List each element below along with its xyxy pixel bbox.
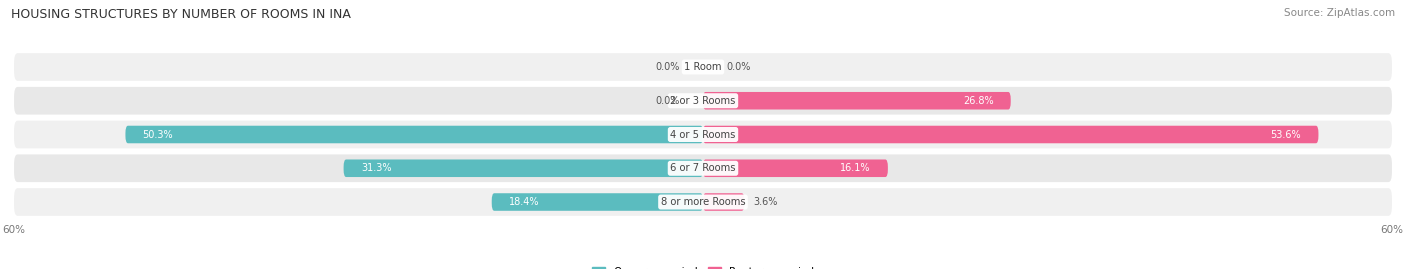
FancyBboxPatch shape xyxy=(492,193,703,211)
Text: 2 or 3 Rooms: 2 or 3 Rooms xyxy=(671,96,735,106)
FancyBboxPatch shape xyxy=(14,154,1392,182)
Text: 0.0%: 0.0% xyxy=(725,62,751,72)
FancyBboxPatch shape xyxy=(14,87,1392,115)
FancyBboxPatch shape xyxy=(703,160,887,177)
FancyBboxPatch shape xyxy=(125,126,703,143)
FancyBboxPatch shape xyxy=(703,193,744,211)
Text: HOUSING STRUCTURES BY NUMBER OF ROOMS IN INA: HOUSING STRUCTURES BY NUMBER OF ROOMS IN… xyxy=(11,8,352,21)
FancyBboxPatch shape xyxy=(14,188,1392,216)
Text: 53.6%: 53.6% xyxy=(1271,129,1301,140)
Text: 1 Room: 1 Room xyxy=(685,62,721,72)
Text: 26.8%: 26.8% xyxy=(963,96,994,106)
Text: 4 or 5 Rooms: 4 or 5 Rooms xyxy=(671,129,735,140)
Text: 18.4%: 18.4% xyxy=(509,197,540,207)
Text: 0.0%: 0.0% xyxy=(655,96,681,106)
Text: 3.6%: 3.6% xyxy=(754,197,778,207)
Legend: Owner-occupied, Renter-occupied: Owner-occupied, Renter-occupied xyxy=(588,263,818,269)
Text: 16.1%: 16.1% xyxy=(841,163,870,173)
Text: 8 or more Rooms: 8 or more Rooms xyxy=(661,197,745,207)
FancyBboxPatch shape xyxy=(703,126,1319,143)
Text: 50.3%: 50.3% xyxy=(142,129,173,140)
Text: 6 or 7 Rooms: 6 or 7 Rooms xyxy=(671,163,735,173)
FancyBboxPatch shape xyxy=(14,53,1392,81)
Text: 0.0%: 0.0% xyxy=(655,62,681,72)
FancyBboxPatch shape xyxy=(343,160,703,177)
Text: Source: ZipAtlas.com: Source: ZipAtlas.com xyxy=(1284,8,1395,18)
Text: 31.3%: 31.3% xyxy=(361,163,391,173)
FancyBboxPatch shape xyxy=(14,121,1392,148)
FancyBboxPatch shape xyxy=(703,92,1011,109)
